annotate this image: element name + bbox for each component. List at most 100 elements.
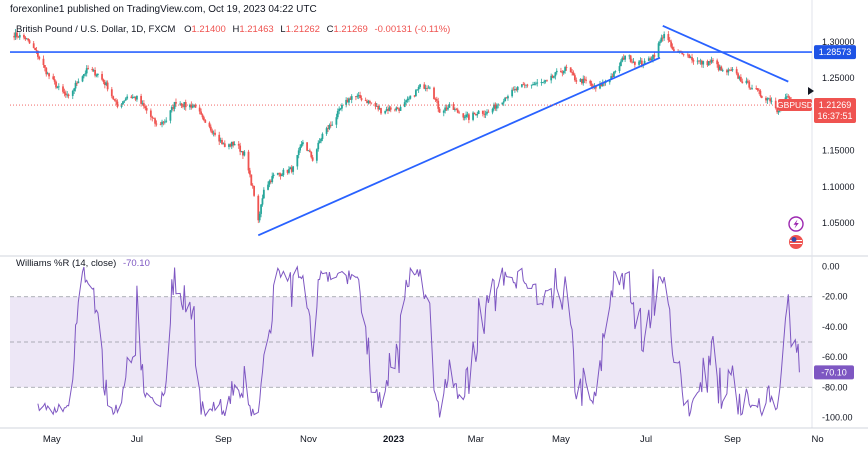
candle [565, 64, 568, 71]
candle [272, 172, 275, 179]
candle [103, 79, 106, 89]
candle [589, 79, 592, 86]
candle [325, 126, 328, 136]
candle [355, 96, 357, 101]
us-uk-flag-icon[interactable] [789, 235, 803, 249]
candle [682, 53, 685, 57]
candle [572, 70, 575, 76]
price-tick-label: 1.10000 [822, 182, 855, 192]
candle [77, 78, 80, 84]
candle [102, 78, 105, 85]
candle [136, 95, 138, 102]
candle [465, 111, 467, 120]
candle [155, 120, 158, 127]
candle [230, 141, 233, 150]
candle [770, 97, 773, 105]
candle [467, 112, 470, 124]
candle [261, 194, 264, 207]
candle [161, 119, 163, 128]
candle [62, 83, 64, 94]
candle [406, 96, 409, 103]
candle [105, 80, 108, 87]
candle [380, 107, 382, 115]
candle [267, 181, 269, 191]
candle [458, 110, 461, 114]
trendline[interactable] [257, 56, 661, 237]
candle [569, 67, 572, 73]
candle [327, 125, 329, 132]
candle [202, 115, 205, 122]
candle [649, 56, 652, 62]
arrow-right-icon[interactable] [808, 87, 814, 95]
candle [242, 150, 244, 160]
candle [760, 95, 763, 99]
candle [455, 107, 458, 111]
candle [507, 94, 509, 101]
candle [692, 58, 695, 65]
candle [16, 30, 18, 40]
candle [120, 103, 123, 109]
candle [423, 82, 426, 90]
lightning-icon[interactable] [788, 216, 804, 232]
candle [561, 70, 564, 77]
candle [403, 98, 406, 108]
candle [251, 183, 254, 189]
candle [106, 80, 109, 92]
candle [621, 56, 624, 63]
candle [154, 117, 156, 127]
candle [28, 39, 31, 45]
candle [541, 82, 544, 84]
candle [389, 105, 392, 113]
candle [350, 94, 353, 104]
candle [367, 99, 370, 105]
candle [48, 72, 50, 80]
candle [300, 141, 303, 148]
candle [472, 111, 474, 122]
candle [232, 140, 235, 148]
candle [555, 68, 558, 75]
candle [632, 58, 635, 64]
candle [414, 88, 417, 97]
candle [700, 59, 703, 68]
candle [341, 103, 343, 112]
candle [554, 72, 557, 80]
trendline[interactable] [662, 24, 789, 83]
candle [748, 79, 751, 90]
candle [712, 57, 714, 64]
change-value: -0.00131 (-0.11%) [374, 24, 451, 35]
candle [657, 41, 660, 60]
trendline-layer [10, 24, 812, 237]
candle [639, 57, 642, 64]
time-tick-label: Sep [724, 434, 741, 445]
candle [67, 93, 70, 99]
candle [151, 115, 154, 122]
price-tick-label: 1.25000 [822, 73, 855, 83]
candle [318, 138, 321, 144]
low-label: L [280, 24, 286, 35]
indicator-title[interactable]: Williams %R (14, close) [16, 258, 117, 269]
candle [696, 57, 699, 65]
candle [94, 67, 96, 78]
candle [777, 110, 780, 115]
candle [286, 169, 289, 175]
candle [27, 38, 30, 42]
candle [707, 61, 710, 67]
candle [562, 70, 565, 75]
candle [101, 71, 103, 81]
candle [620, 59, 622, 67]
candle [384, 110, 387, 115]
candle [243, 150, 246, 157]
candle [438, 106, 441, 113]
williams-tick-label: 0.00 [822, 262, 840, 272]
price-tick-label: 1.15000 [822, 146, 855, 156]
close-label: C [326, 24, 334, 35]
candle [23, 33, 25, 40]
candle [699, 58, 702, 65]
current-price-label: 1.21269 [819, 100, 852, 110]
candle [622, 54, 625, 60]
candle [618, 62, 621, 74]
candle [473, 112, 476, 115]
symbol-description[interactable]: British Pound / U.S. Dollar, 1D, FXCM [16, 24, 176, 35]
candle [663, 31, 666, 41]
